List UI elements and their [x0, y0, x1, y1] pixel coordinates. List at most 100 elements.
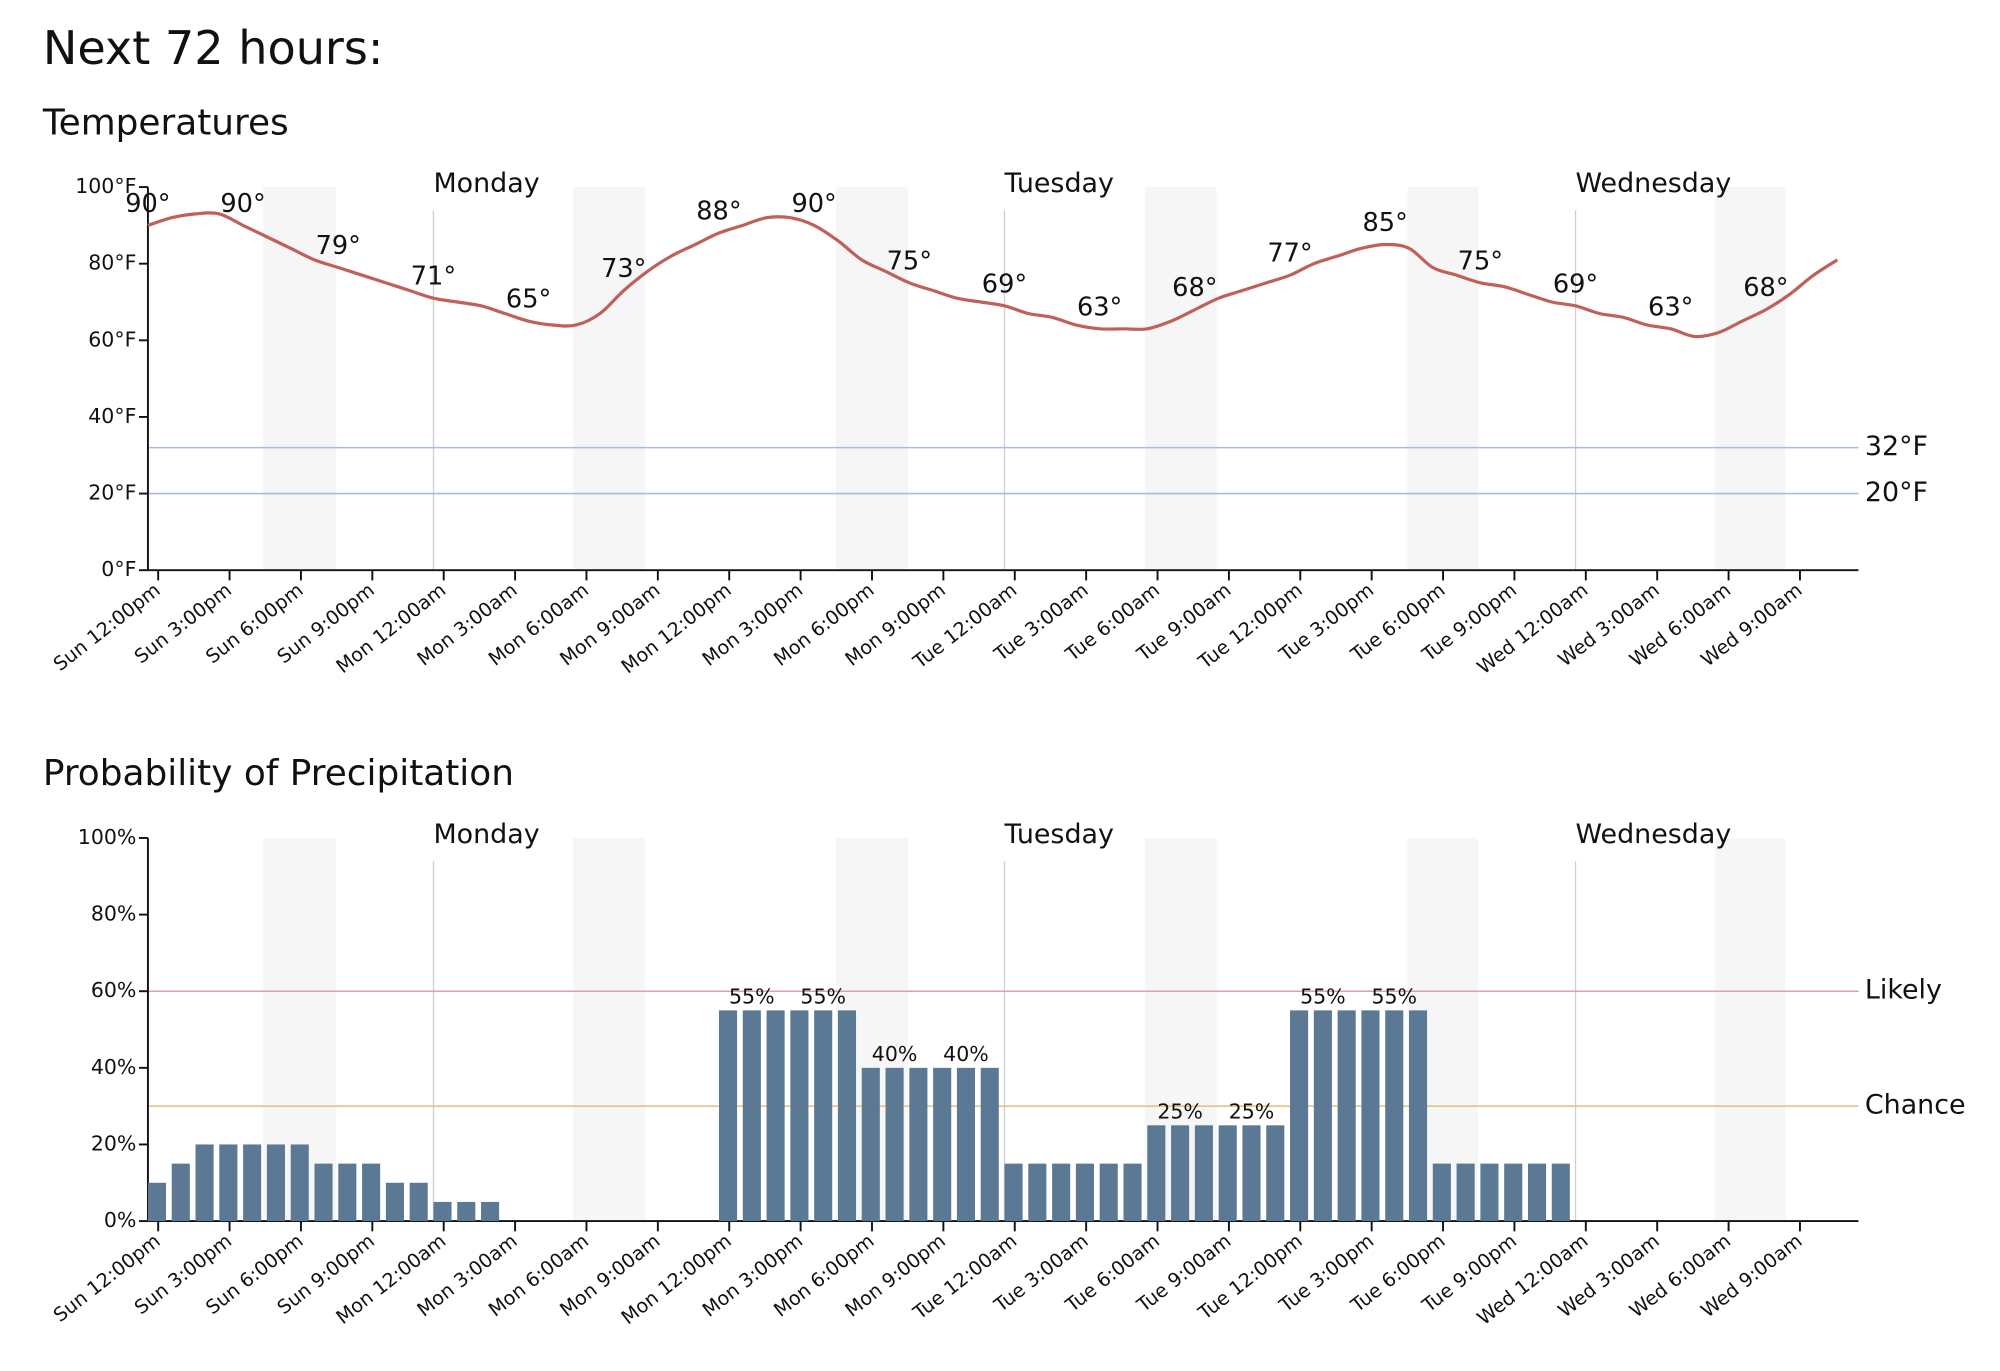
- band: [1144, 187, 1217, 571]
- reference-label: 32°F: [1865, 431, 1928, 462]
- bar: [266, 1144, 285, 1222]
- value-label: 69°: [982, 269, 1027, 299]
- y-tick-label: 40°F: [88, 404, 136, 428]
- bar: [909, 1067, 928, 1222]
- value-label: 68°: [1172, 273, 1217, 303]
- value-label: 90°: [791, 189, 836, 219]
- value-label: 55%: [800, 985, 846, 1009]
- bar: [481, 1201, 500, 1222]
- y-tick-label: 80%: [91, 902, 137, 926]
- y-tick-label: 40%: [91, 1055, 137, 1079]
- value-label: 69°: [1553, 269, 1598, 299]
- y-tick-label: 80°F: [88, 251, 136, 275]
- bar: [1456, 1163, 1475, 1222]
- day-label: Monday: [433, 819, 539, 850]
- y-tick-label: 20°F: [88, 481, 136, 505]
- band: [263, 187, 337, 571]
- bar: [837, 1010, 857, 1222]
- bar: [1527, 1163, 1547, 1222]
- bar: [933, 1067, 952, 1222]
- bar: [147, 1182, 167, 1222]
- value-label: 25%: [1229, 1099, 1275, 1123]
- chart-title: Temperatures: [42, 102, 289, 143]
- bar: [1313, 1010, 1332, 1222]
- value-label: 40%: [872, 1042, 918, 1066]
- bar: [338, 1163, 357, 1222]
- bar: [766, 1010, 785, 1222]
- day-label: Tuesday: [1004, 168, 1114, 199]
- value-label: 68°: [1743, 273, 1788, 303]
- bar: [409, 1182, 428, 1222]
- y-tick-label: 0°F: [101, 557, 136, 581]
- band: [1407, 187, 1478, 571]
- bar: [1337, 1010, 1356, 1222]
- bar: [718, 1010, 738, 1222]
- bar: [195, 1144, 214, 1222]
- value-label: 75°: [1458, 246, 1503, 276]
- day-label: Tuesday: [1004, 819, 1114, 850]
- value-label: 55%: [1300, 985, 1346, 1009]
- value-label: 77°: [1267, 239, 1312, 269]
- value-label: 71°: [411, 262, 456, 292]
- value-label: 63°: [1648, 292, 1693, 322]
- bar: [956, 1067, 976, 1222]
- bar: [1123, 1163, 1142, 1222]
- bar: [1218, 1125, 1237, 1222]
- bar: [1242, 1125, 1261, 1222]
- bar: [243, 1144, 262, 1222]
- reference-label: Likely: [1865, 975, 1942, 1006]
- bar: [385, 1182, 404, 1222]
- bar: [457, 1201, 476, 1222]
- chart-title: Probability of Precipitation: [43, 753, 514, 794]
- bar: [1551, 1163, 1570, 1222]
- bar: [1075, 1163, 1094, 1222]
- bar: [980, 1067, 999, 1222]
- bar: [1432, 1163, 1451, 1222]
- band: [1714, 187, 1786, 571]
- bar: [861, 1067, 880, 1222]
- bar: [1028, 1163, 1047, 1222]
- bar: [1290, 1010, 1309, 1222]
- y-tick-label: 0%: [104, 1208, 137, 1232]
- bar: [219, 1144, 238, 1222]
- value-label: 25%: [1157, 1099, 1203, 1123]
- value-label: 55%: [729, 985, 775, 1009]
- bar: [742, 1010, 761, 1222]
- y-tick-label: 100%: [78, 825, 137, 849]
- band: [573, 837, 646, 1222]
- y-tick-label: 60°F: [88, 327, 136, 351]
- value-label: 90°: [125, 189, 170, 219]
- bar: [362, 1163, 381, 1222]
- bar: [814, 1010, 833, 1222]
- value-label: 55%: [1371, 985, 1417, 1009]
- value-label: 65°: [506, 285, 551, 315]
- bar: [1194, 1125, 1213, 1222]
- y-tick-label: 60%: [91, 978, 137, 1002]
- bar: [314, 1163, 333, 1222]
- value-label: 75°: [887, 246, 932, 276]
- band: [1714, 837, 1786, 1222]
- temperature-line: [147, 211, 1839, 339]
- page-title: Next 72 hours:: [43, 21, 384, 75]
- value-label: 88°: [696, 197, 741, 227]
- bar: [1266, 1125, 1285, 1222]
- value-label: 63°: [1077, 292, 1122, 322]
- day-label: Wednesday: [1576, 168, 1732, 199]
- bar: [1171, 1125, 1190, 1222]
- band: [835, 187, 908, 571]
- band: [573, 187, 646, 571]
- value-label: 79°: [316, 231, 361, 261]
- bar: [790, 1010, 809, 1222]
- bar: [290, 1144, 309, 1222]
- bar: [1147, 1125, 1166, 1222]
- reference-label: 20°F: [1865, 477, 1928, 508]
- bar: [433, 1201, 452, 1222]
- day-label: Monday: [433, 168, 539, 199]
- bar: [1409, 1010, 1428, 1222]
- bar: [1052, 1163, 1071, 1222]
- value-label: 90°: [220, 189, 265, 219]
- y-tick-label: 20%: [91, 1131, 137, 1155]
- bar: [171, 1163, 190, 1222]
